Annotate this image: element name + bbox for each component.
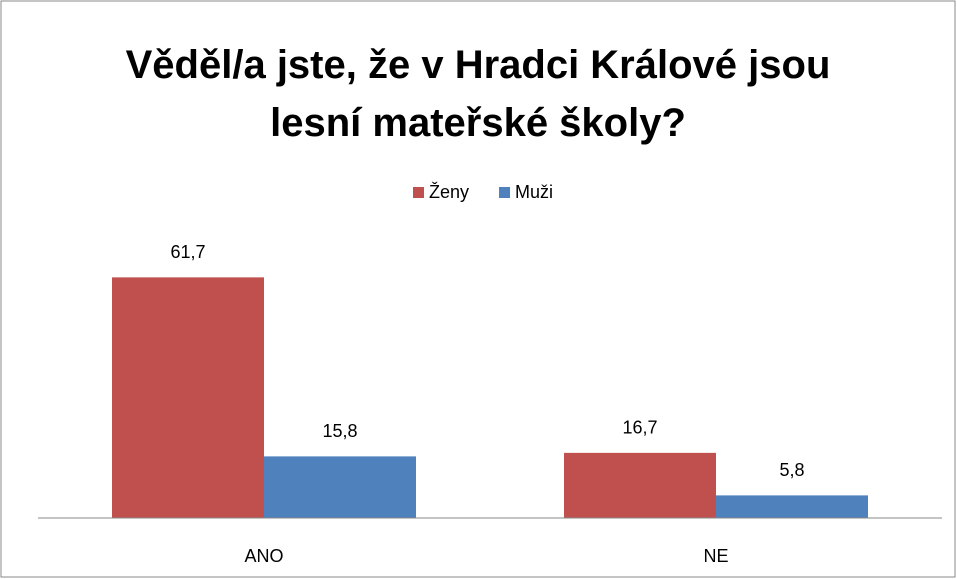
bar [264,456,416,518]
legend-swatch [413,187,424,198]
data-label: 61,7 [170,242,205,262]
data-label: 15,8 [322,421,357,441]
x-tick-label: ANO [244,546,283,566]
legend-label: Muži [515,182,553,202]
legend-label: Ženy [429,182,469,202]
bar [564,452,716,518]
x-tick-label: NE [703,546,728,566]
data-label: 5,8 [779,460,804,480]
bar [112,277,264,518]
legend-swatch [499,187,511,198]
data-label: 16,7 [622,418,657,438]
bar [716,495,868,518]
chart-title: Věděl/a jste, že v Hradci Králové jsou l… [125,43,831,145]
